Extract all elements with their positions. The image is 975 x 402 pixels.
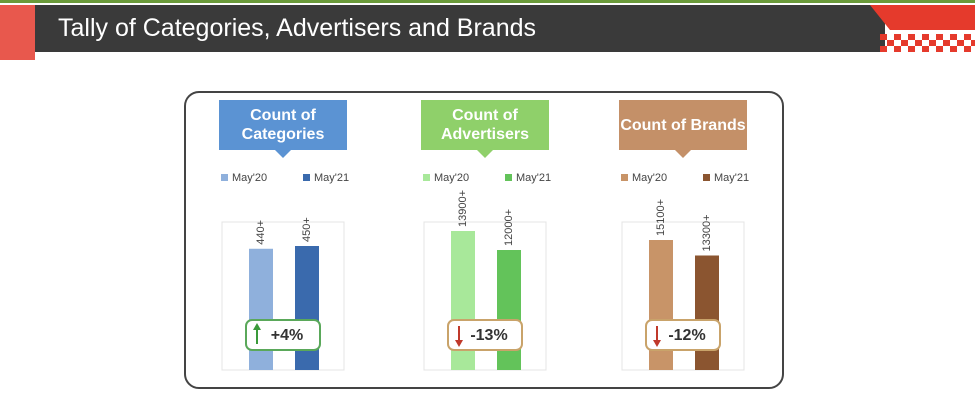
- red-block: [0, 5, 35, 60]
- panel-title: Count of Brands: [619, 100, 747, 150]
- panel-title: Count of Advertisers: [421, 100, 549, 150]
- checker-cell: [908, 46, 915, 52]
- legend-label: May'20: [632, 172, 667, 184]
- checker-cell: [915, 40, 922, 46]
- change-arrowhead: [653, 340, 661, 347]
- checker-cell: [936, 46, 943, 52]
- bar: [249, 248, 273, 370]
- checker-cell: [964, 46, 971, 52]
- checker-cell: [936, 34, 943, 40]
- change-label: +4%: [271, 327, 303, 344]
- header-accent: [870, 5, 975, 30]
- checker-cell: [894, 34, 901, 40]
- change-box: [645, 319, 721, 351]
- checker-cell: [887, 40, 894, 46]
- legend-swatch: [423, 174, 430, 181]
- value-label: 13900+: [457, 190, 469, 227]
- checker-cell: [964, 34, 971, 40]
- checker-cell: [957, 40, 964, 46]
- value-label: 450+: [301, 217, 313, 242]
- checker-cell: [950, 46, 957, 52]
- legend-swatch: [505, 174, 512, 181]
- bar: [695, 255, 719, 370]
- title-pointer: [477, 150, 493, 158]
- bar: [295, 246, 319, 370]
- legend-swatch: [221, 174, 228, 181]
- checker-cell: [880, 46, 887, 52]
- legend-label: May'21: [714, 172, 749, 184]
- change-label: -12%: [668, 327, 705, 344]
- change-box: [447, 319, 523, 351]
- legend-label: May'20: [434, 172, 469, 184]
- checker-cell: [922, 34, 929, 40]
- checker-cell: [950, 34, 957, 40]
- legend-swatch: [621, 174, 628, 181]
- value-label: 15100+: [655, 199, 667, 236]
- title-pointer: [275, 150, 291, 158]
- title-pointer: [675, 150, 691, 158]
- legend-swatch: [303, 174, 310, 181]
- checker: [880, 34, 975, 52]
- page-title: Tally of Categories, Advertisers and Bra…: [58, 14, 537, 42]
- checker-cell: [929, 40, 936, 46]
- change-label: -13%: [470, 327, 507, 344]
- change-arrowhead: [253, 323, 261, 330]
- bar: [497, 250, 521, 370]
- header-bar: [35, 5, 885, 52]
- checker-cell: [894, 46, 901, 52]
- change-box: [245, 319, 321, 351]
- checker-cell: [908, 34, 915, 40]
- checker-cell: [922, 46, 929, 52]
- legend-label: May'20: [232, 172, 267, 184]
- panel-title: Count of Categories: [219, 100, 347, 150]
- value-label: 440+: [255, 220, 267, 245]
- value-label: 13300+: [701, 214, 713, 251]
- value-label: 12000+: [503, 209, 515, 246]
- checker-cell: [943, 40, 950, 46]
- checker-cell: [971, 40, 975, 46]
- top-line: [0, 0, 975, 3]
- legend-label: May'21: [314, 172, 349, 184]
- checker-cell: [901, 40, 908, 46]
- change-arrowhead: [455, 340, 463, 347]
- legend-swatch: [703, 174, 710, 181]
- checker-cell: [880, 34, 887, 40]
- legend-label: May'21: [516, 172, 551, 184]
